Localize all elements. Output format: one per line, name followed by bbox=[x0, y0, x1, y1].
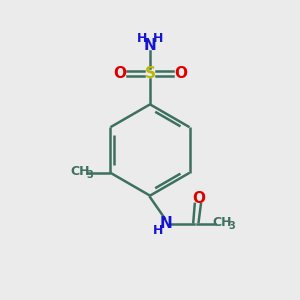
Text: 3: 3 bbox=[229, 221, 236, 231]
Text: O: O bbox=[113, 66, 126, 81]
Text: N: N bbox=[144, 38, 156, 53]
Text: O: O bbox=[192, 191, 205, 206]
Text: 3: 3 bbox=[86, 170, 93, 180]
Text: H: H bbox=[153, 224, 163, 237]
Text: N: N bbox=[160, 216, 172, 231]
Text: H: H bbox=[153, 32, 164, 46]
Text: CH: CH bbox=[213, 216, 232, 229]
Text: CH: CH bbox=[70, 165, 90, 178]
Text: S: S bbox=[145, 66, 155, 81]
Text: H: H bbox=[136, 32, 147, 46]
Text: O: O bbox=[174, 66, 187, 81]
